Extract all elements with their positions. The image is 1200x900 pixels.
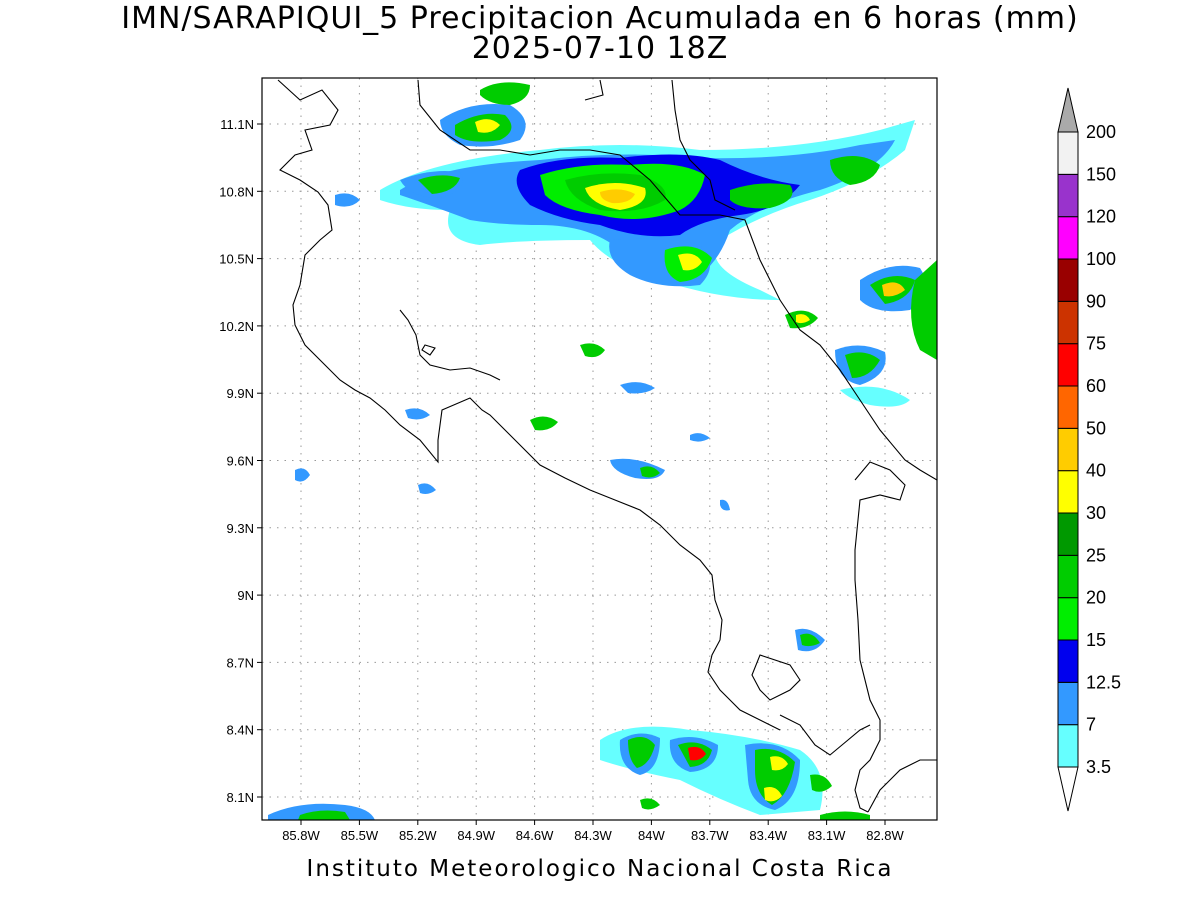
colorbar-bottom-arrow: [1057, 766, 1079, 812]
lat-tick-label: 8.7N: [227, 655, 254, 670]
colorbar-segment: [1057, 470, 1079, 514]
colorbar-label: 100: [1086, 249, 1116, 269]
colorbar-label: 20: [1086, 588, 1106, 608]
colorbar-label: 50: [1086, 418, 1106, 438]
colorbar-label: 30: [1086, 503, 1106, 523]
colorbar-label: 3.5: [1086, 757, 1111, 777]
colorbar-segment: [1057, 258, 1079, 302]
lon-tick-label: 82.8W: [866, 828, 904, 843]
colorbar-label: 25: [1086, 545, 1106, 565]
colorbar-label: 15: [1086, 630, 1106, 650]
lat-tick-label: 8.4N: [227, 723, 254, 738]
colorbar-segment: [1057, 343, 1079, 387]
rain-cell-north-band: [380, 120, 915, 300]
footer-credit: Instituto Meteorologico Nacional Costa R…: [306, 856, 894, 882]
lon-tick-label: 85.2W: [399, 828, 437, 843]
lat-tick-label: 9.9N: [227, 386, 254, 401]
lon-tick-label: 83.1W: [808, 828, 846, 843]
colorbar-segment: [1057, 216, 1079, 260]
map-title: IMN/SARAPIQUI_5 Precipitacion Acumulada …: [121, 1, 1079, 36]
lon-tick-label: 84.9W: [457, 828, 495, 843]
lat-tick-label: 9N: [237, 588, 254, 603]
lat-tick-label: 10.8N: [219, 184, 254, 199]
colorbar-label: 75: [1086, 334, 1106, 354]
latitude-axis: 11.1N 10.8N 10.5N 10.2N 9.9N 9.6N 9.3N 9N 8.7N 8.…: [219, 117, 262, 805]
map-subtitle-datetime: 2025-07-10 18Z: [471, 31, 729, 66]
lat-tick-label: 10.2N: [219, 319, 254, 334]
precipitation-field: [268, 79, 937, 820]
colorbar-top-arrow: [1057, 87, 1079, 133]
colorbar-label: 60: [1086, 376, 1106, 396]
colorbar-segment: [1057, 300, 1079, 345]
lat-tick-label: 11.1N: [220, 117, 254, 132]
colorbar-segment: [1057, 427, 1079, 472]
colorbar-segment: [1057, 681, 1079, 726]
rain-cell-south: [268, 726, 870, 820]
lat-tick-label: 8.1N: [227, 790, 254, 805]
colorbar-segment: [1057, 724, 1079, 768]
colorbar-label: 200: [1086, 122, 1116, 142]
colorbar-segment: [1057, 512, 1079, 556]
colorbar-segment: [1057, 554, 1079, 599]
colorbar-segment: [1057, 639, 1079, 683]
colorbar-label: 120: [1086, 207, 1116, 227]
colorbar-segment: [1057, 131, 1079, 175]
colorbar-segment: [1057, 597, 1079, 641]
rain-cells-central: [295, 343, 825, 652]
colorbar-label: 40: [1086, 461, 1106, 481]
lon-tick-label: 84.6W: [516, 828, 554, 843]
colorbar-label: 12.5: [1086, 672, 1121, 692]
coastline-and-borders: [277, 79, 937, 813]
lon-tick-label: 83.7W: [691, 828, 729, 843]
map-grid: [262, 78, 937, 820]
lat-tick-label: 9.6N: [227, 454, 254, 469]
rain-cell-east: [785, 260, 937, 407]
colorbar-segment: [1057, 385, 1079, 429]
lon-tick-label: 84W: [638, 828, 665, 843]
colorbar-label: 150: [1086, 164, 1116, 184]
lat-tick-label: 10.5N: [219, 252, 254, 267]
lon-tick-label: 85.8W: [282, 828, 320, 843]
colorbar: 3.5 7 12.5 15 20 25 30 40 50 60 75 90 100 120 150 200: [1057, 87, 1121, 812]
lat-tick-label: 9.3N: [227, 521, 254, 536]
lon-tick-label: 83.4W: [749, 828, 787, 843]
colorbar-label: 7: [1086, 715, 1096, 735]
colorbar-label: 90: [1086, 291, 1106, 311]
colorbar-segment: [1057, 173, 1079, 218]
longitude-axis: 85.8W 85.5W 85.2W 84.9W 84.6W 84.3W 84W 83.7W 83…: [282, 820, 905, 843]
lon-tick-label: 84.3W: [574, 828, 612, 843]
rain-cell-northwest: [335, 82, 530, 207]
plot-frame: [261, 77, 938, 821]
lon-tick-label: 85.5W: [341, 828, 379, 843]
